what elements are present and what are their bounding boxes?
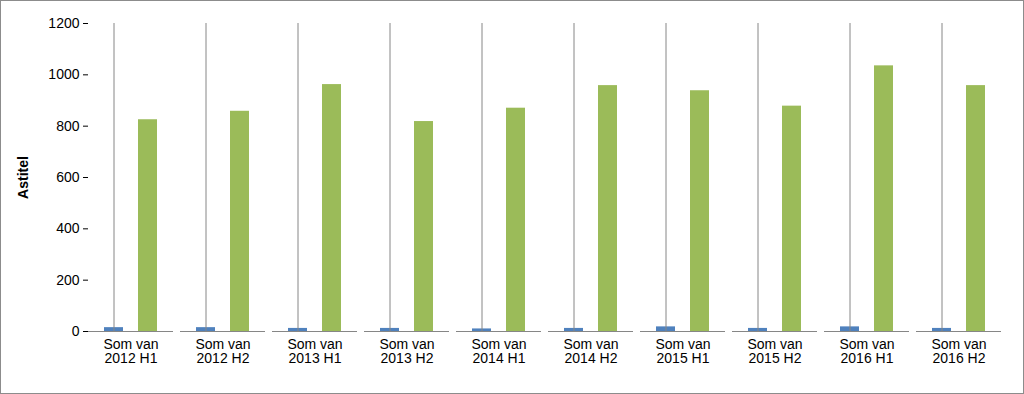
- svg-text:Som van2016 H2: Som van2016 H2: [931, 336, 986, 366]
- svg-text:Astitel: Astitel: [15, 156, 31, 199]
- svg-text:800: 800: [56, 118, 80, 134]
- svg-text:0: 0: [72, 323, 80, 339]
- svg-text:Som van2015 H1: Som van2015 H1: [655, 336, 710, 366]
- svg-text:Som van2013 H2: Som van2013 H2: [379, 336, 434, 366]
- svg-text:Som van2014 H2: Som van2014 H2: [563, 336, 618, 366]
- svg-text:Som van2015 H2: Som van2015 H2: [747, 336, 802, 366]
- svg-text:Som van2012 H2: Som van2012 H2: [195, 336, 250, 366]
- svg-text:Som van2014 H1: Som van2014 H1: [471, 336, 526, 366]
- svg-text:Som van2012 H1: Som van2012 H1: [103, 336, 158, 366]
- svg-text:600: 600: [56, 169, 80, 185]
- svg-text:400: 400: [56, 220, 80, 236]
- svg-text:Som van2013 H1: Som van2013 H1: [287, 336, 342, 366]
- svg-text:Som van2016 H1: Som van2016 H1: [839, 336, 894, 366]
- svg-text:1200: 1200: [48, 15, 79, 31]
- svg-text:200: 200: [56, 272, 80, 288]
- svg-text:1000: 1000: [48, 66, 79, 82]
